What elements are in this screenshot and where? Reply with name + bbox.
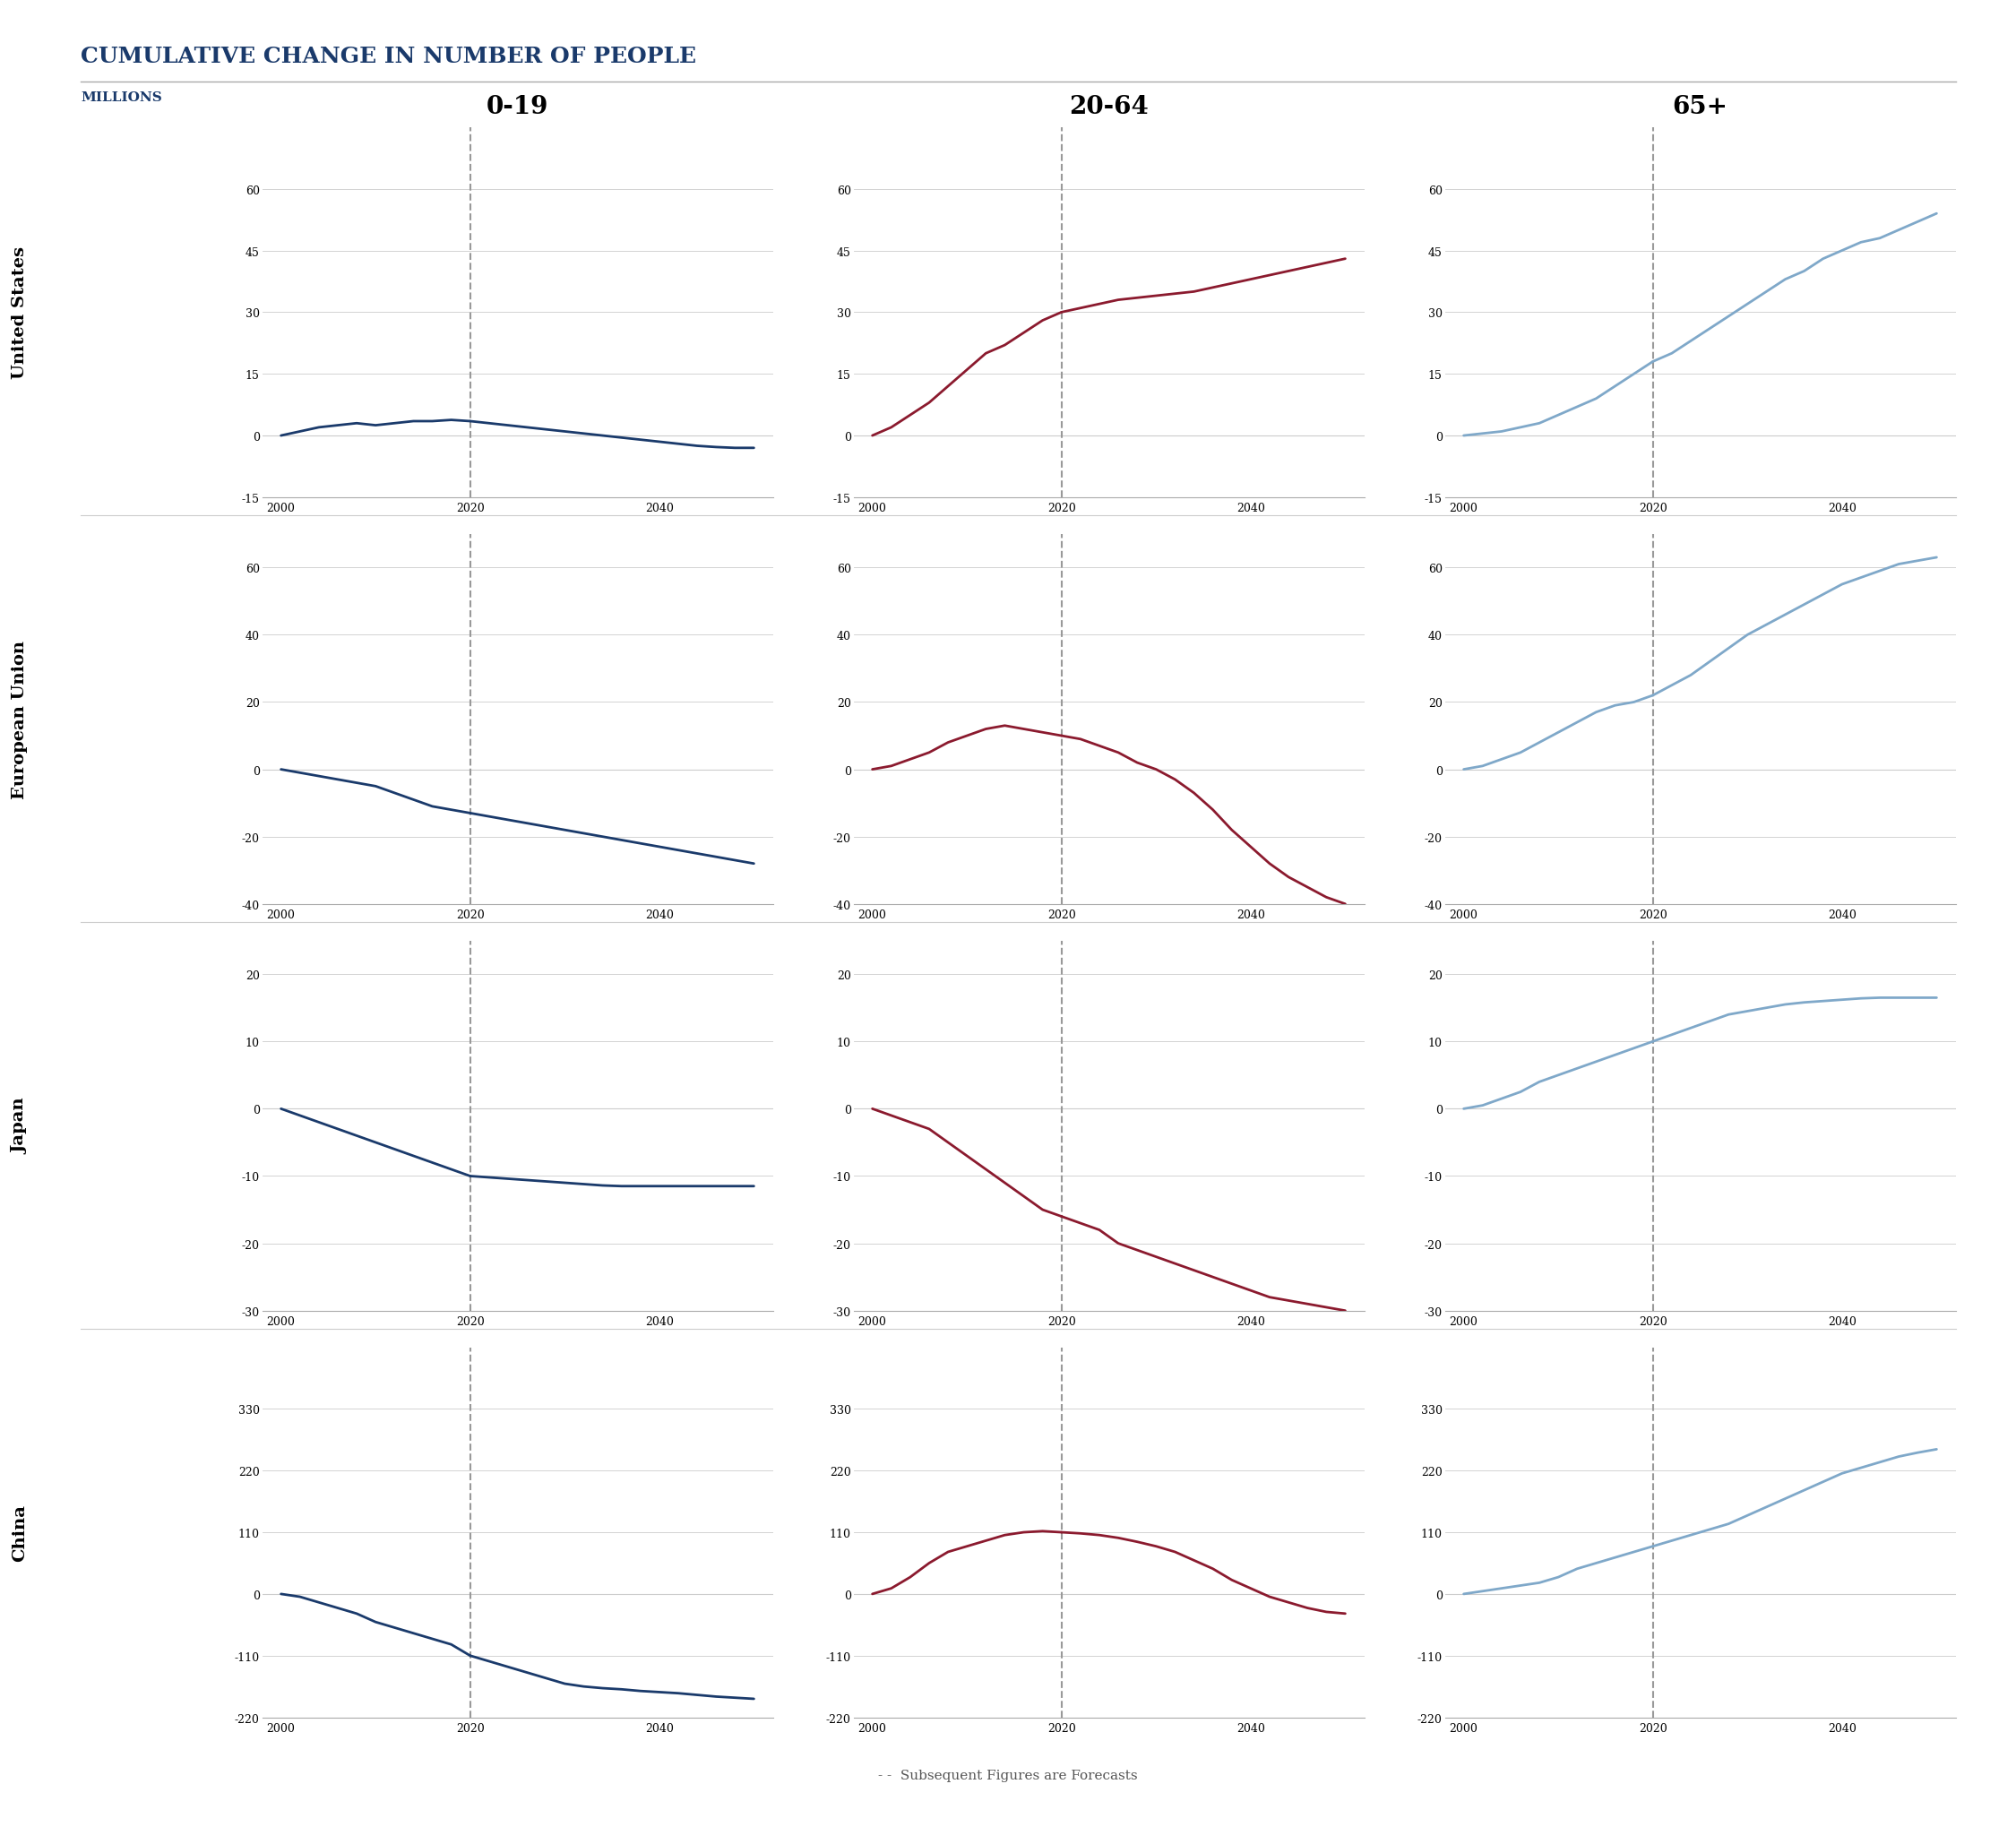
Text: Japan: Japan: [12, 1098, 28, 1155]
Text: CUMULATIVE CHANGE IN NUMBER OF PEOPLE: CUMULATIVE CHANGE IN NUMBER OF PEOPLE: [81, 46, 696, 68]
Text: - -  Subsequent Figures are Forecasts: - - Subsequent Figures are Forecasts: [879, 1769, 1137, 1781]
Text: China: China: [12, 1504, 28, 1560]
Text: 65+: 65+: [1673, 95, 1728, 119]
Text: MILLIONS: MILLIONS: [81, 91, 161, 104]
Text: 0-19: 0-19: [486, 95, 548, 119]
Text: European Union: European Union: [12, 639, 28, 798]
Text: United States: United States: [12, 247, 28, 380]
Text: 20-64: 20-64: [1068, 95, 1149, 119]
